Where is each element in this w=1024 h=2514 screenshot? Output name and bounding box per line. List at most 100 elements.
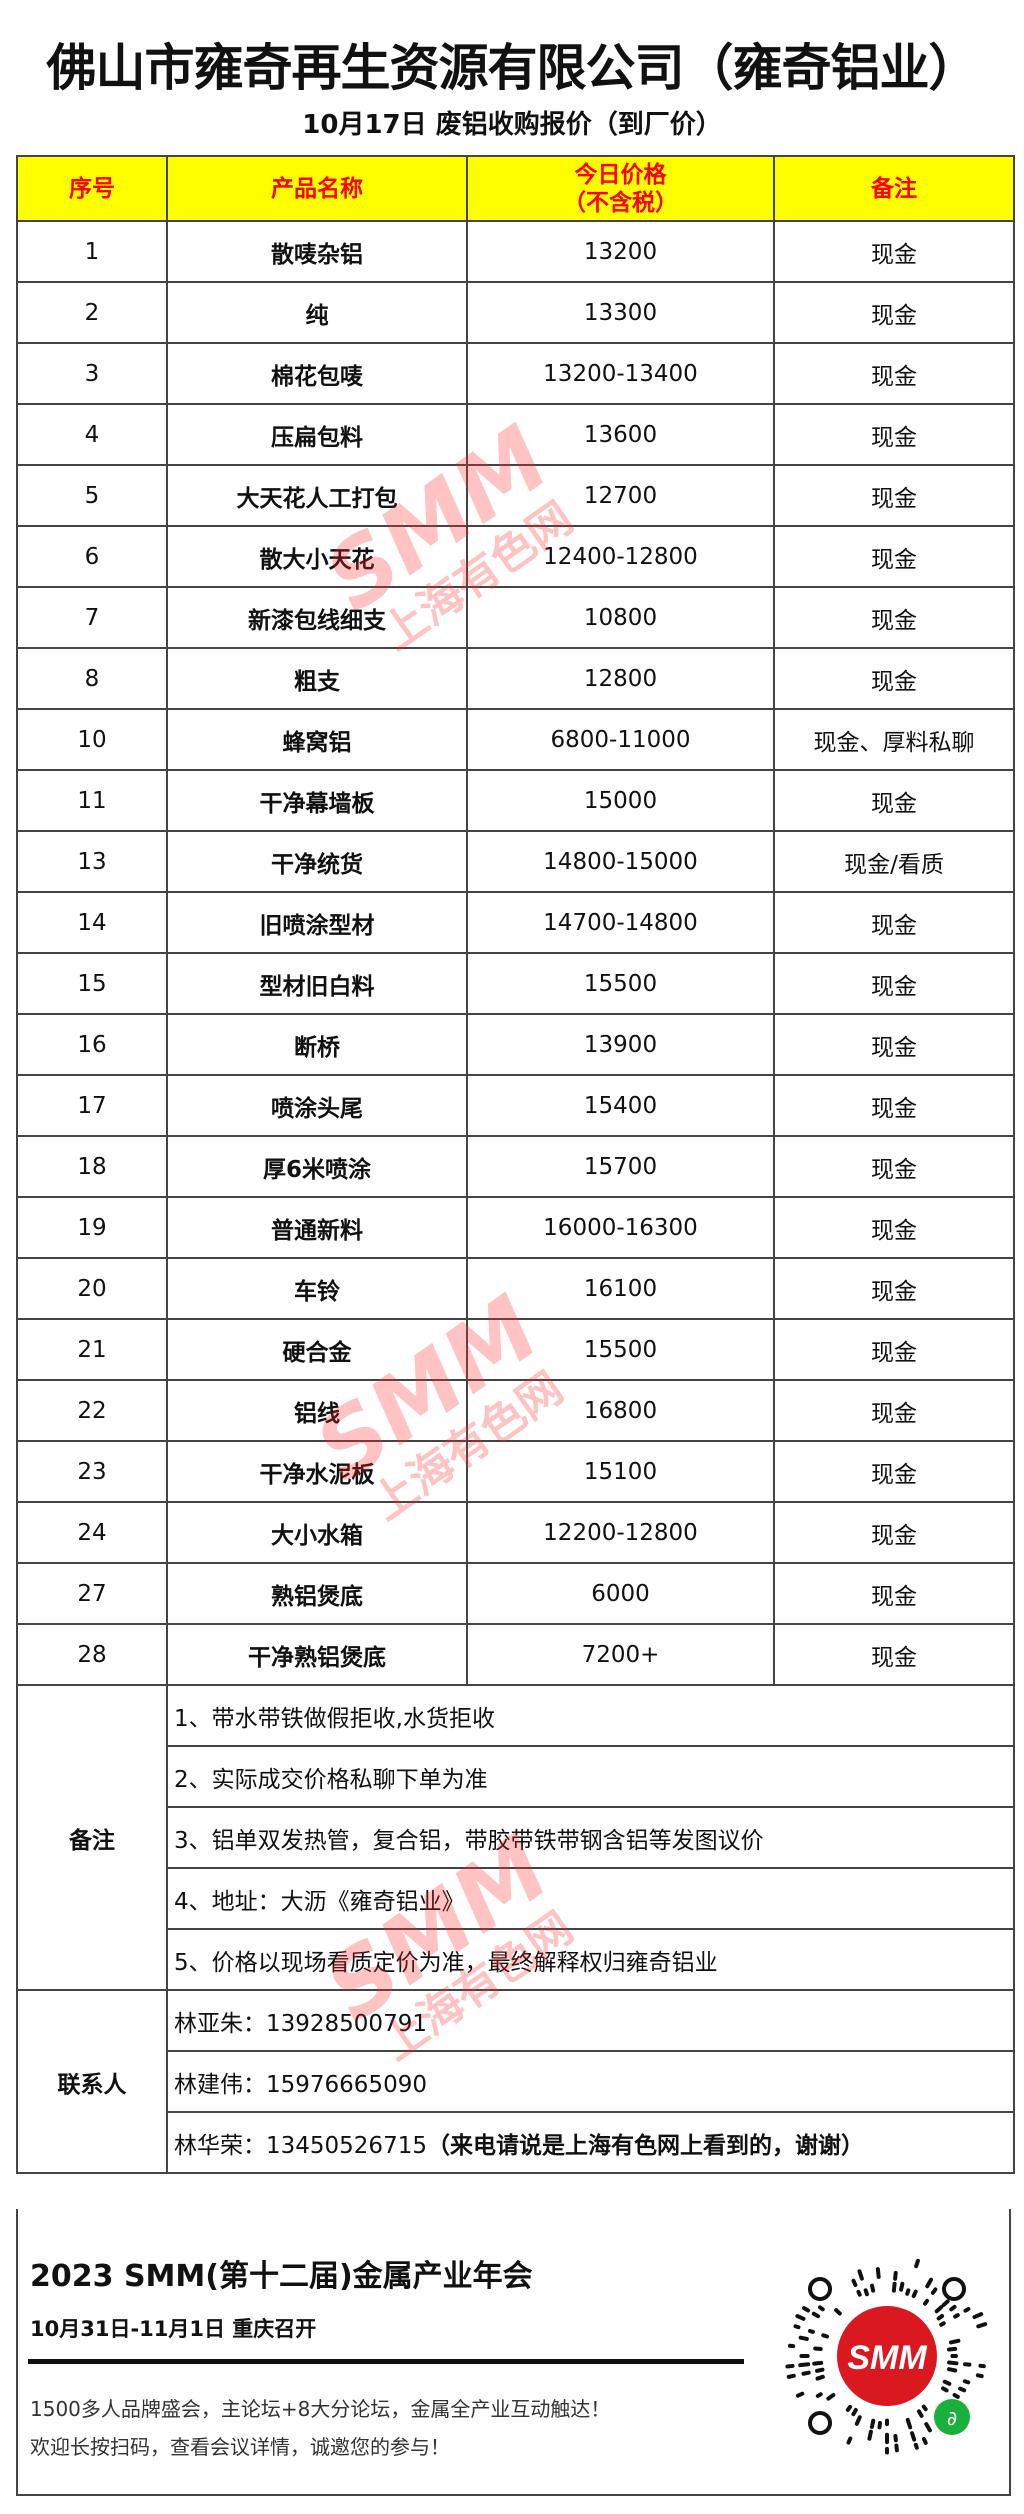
price: 13300 <box>466 281 775 344</box>
product-name: 厚6米喷涂 <box>166 1135 468 1198</box>
note: 现金 <box>773 647 1015 710</box>
product-name: 棉花包唛 <box>166 342 468 405</box>
qr-dot <box>811 2311 821 2319</box>
qr-dot <box>962 2379 971 2385</box>
contact-phone[interactable]: 林亚朱：13928500791 <box>174 2010 427 2037</box>
qr-dot <box>921 2436 928 2445</box>
qr-dot <box>845 2404 853 2412</box>
product-name: 纯 <box>166 281 468 344</box>
col-no: 序号 <box>16 155 168 222</box>
row-no: 3 <box>16 342 168 405</box>
note: 现金、厚料私聊 <box>773 708 1015 771</box>
contact-item[interactable]: 林建伟：15976665090 <box>166 2050 1015 2113</box>
qr-dot <box>821 2333 830 2339</box>
row-no: 13 <box>16 830 168 893</box>
promo-date: 10月31日-11月1日 重庆召开 <box>30 2317 317 2341</box>
price-table: 序号 产品名称 今日价格 （不含税） 备注 1 散唛杂铝 13200 现金 2 纯 13300… <box>16 155 1015 2174</box>
qr-dot <box>939 2321 946 2327</box>
qr-dot <box>913 2442 919 2450</box>
contact-phone[interactable]: 林华荣：13450526715 <box>174 2132 427 2159</box>
price: 16800 <box>466 1379 775 1442</box>
qr-code[interactable]: SMM ∂ <box>780 2249 994 2463</box>
qr-dot <box>922 2298 930 2306</box>
price: 16100 <box>466 1257 775 1320</box>
qr-dot <box>786 2373 796 2379</box>
qr-dot <box>953 2313 960 2319</box>
qr-dot <box>899 2281 905 2292</box>
qr-dot <box>905 2417 913 2430</box>
contact-row: 联系人 林亚朱：13928500791 <box>16 1989 1015 2174</box>
table-row: 3 棉花包唛 13200-13400 现金 <box>16 342 1015 405</box>
table-row: 1 散唛杂铝 13200 现金 <box>16 220 1015 283</box>
table-row: 8 粗支 12800 现金 <box>16 647 1015 710</box>
product-name: 型材旧白料 <box>166 952 468 1015</box>
note: 现金 <box>773 952 1015 1015</box>
qr-dot <box>941 2299 950 2307</box>
qr-dot <box>952 2392 960 2399</box>
row-no: 16 <box>16 1013 168 1076</box>
product-name: 蜂窝铝 <box>166 708 468 771</box>
page-subtitle: 10月17日 废铝收购报价（到厂价） <box>302 110 722 140</box>
page-title: 佛山市雍奇再生资源有限公司（雍奇铝业） <box>46 39 979 97</box>
product-name: 旧喷涂型材 <box>166 891 468 954</box>
qr-dot <box>856 2289 862 2297</box>
col-price: 今日价格 （不含税） <box>466 155 775 222</box>
row-no: 11 <box>16 769 168 832</box>
qr-dot <box>802 2306 811 2313</box>
table-row: 21 硬合金 15500 现金 <box>16 1318 1015 1381</box>
qr-dot <box>807 2328 815 2334</box>
price: 7200+ <box>466 1623 775 1686</box>
product-name: 熟铝煲底 <box>166 1562 468 1625</box>
qr-dot <box>914 2258 920 2269</box>
product-name: 干净水泥板 <box>166 1440 468 1503</box>
product-name: 铝线 <box>166 1379 468 1442</box>
table-row: 2 纯 13300 现金 <box>16 281 1015 344</box>
price: 12400-12800 <box>466 525 775 588</box>
table-row: 11 干净幕墙板 15000 现金 <box>16 769 1015 832</box>
product-name: 散唛杂铝 <box>166 220 468 283</box>
contacts-label: 联系人 <box>16 1989 168 2174</box>
qr-dot <box>905 2288 911 2296</box>
qr-dot <box>942 2379 952 2386</box>
notes-label: 备注 <box>16 1684 168 1991</box>
note: 现金 <box>773 1623 1015 1686</box>
product-name: 车铃 <box>166 1257 468 1320</box>
price: 12700 <box>466 464 775 527</box>
qr-dot <box>834 2308 842 2316</box>
note-row: 4、地址：大沥《雍奇铝业》 <box>17 1867 1015 1930</box>
qr-dot <box>947 2367 958 2373</box>
product-name: 干净熟铝煲底 <box>166 1623 468 1686</box>
promo-banner[interactable]: 2023 SMM(第十二届)金属产业年会 10月31日-11月1日 重庆召开 1… <box>16 2209 1011 2496</box>
qr-dot <box>934 2305 944 2314</box>
qr-dot <box>795 2314 806 2321</box>
contact-item[interactable]: 林亚朱：13928500791 <box>166 1989 1015 2052</box>
row-no: 4 <box>16 403 168 466</box>
table-row: 23 干净水泥板 15100 现金 <box>16 1440 1015 1503</box>
note: 现金 <box>773 1196 1015 1259</box>
contact-phone[interactable]: 林建伟：15976665090 <box>174 2071 427 2098</box>
note: 现金 <box>773 464 1015 527</box>
qr-dot <box>851 2278 858 2288</box>
note-item: 2、实际成交价格私聊下单为准 <box>166 1745 1015 1808</box>
note: 现金/看质 <box>773 830 1015 893</box>
row-no: 20 <box>16 1257 168 1320</box>
qr-dot <box>795 2391 805 2398</box>
contact-item[interactable]: 林华荣：13450526715（来电请说是上海有色网上看到的，谢谢） <box>166 2111 1015 2174</box>
product-name: 干净统货 <box>166 830 468 893</box>
qr-dot <box>869 2418 876 2429</box>
note-item: 1、带水带铁做假拒收,水货拒收 <box>166 1684 1015 1747</box>
qr-dot <box>815 2367 825 2373</box>
qr-dot <box>893 2270 898 2281</box>
price: 15100 <box>466 1440 775 1503</box>
table-header: 序号 产品名称 今日价格 （不含税） 备注 <box>16 155 1015 222</box>
table-row: 10 蜂窝铝 6800-11000 现金、厚料私聊 <box>16 708 1015 771</box>
mini-program-icon <box>934 2399 970 2435</box>
price: 10800 <box>466 586 775 649</box>
row-no: 18 <box>16 1135 168 1198</box>
note: 现金 <box>773 1318 1015 1381</box>
product-name: 粗支 <box>166 647 468 710</box>
contact-remark: （来电请说是上海有色网上看到的，谢谢） <box>426 2132 864 2159</box>
col-price-sub: （不含税） <box>563 189 678 216</box>
note: 现金 <box>773 525 1015 588</box>
col-note: 备注 <box>773 155 1015 222</box>
